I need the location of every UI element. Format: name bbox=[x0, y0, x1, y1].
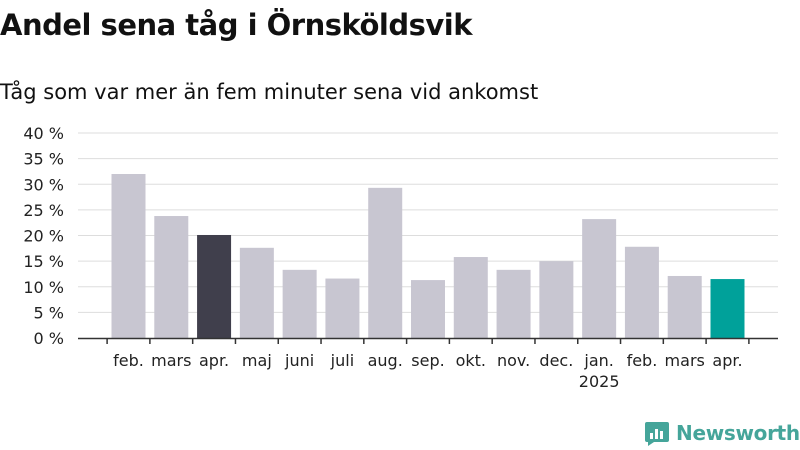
chart-title: Andel sena tåg i Örnsköldsvik bbox=[0, 8, 473, 42]
x-tick-label: juli bbox=[330, 351, 354, 370]
bar bbox=[239, 247, 274, 338]
x-tick-label: jan. bbox=[583, 351, 613, 370]
chart-subtitle: Tåg som var mer än fem minuter sena vid … bbox=[0, 80, 539, 104]
bar bbox=[667, 275, 702, 338]
bar bbox=[282, 269, 317, 338]
x-tick-label: sep. bbox=[411, 351, 444, 370]
bar bbox=[624, 246, 659, 338]
x-tick-label: mars bbox=[665, 351, 705, 370]
x-tick-label: dec. bbox=[539, 351, 573, 370]
y-tick-label: 40 % bbox=[23, 124, 64, 143]
x-tick-label: apr. bbox=[712, 351, 742, 370]
x-tick-label: juni bbox=[284, 351, 314, 370]
y-tick-label: 5 % bbox=[34, 303, 64, 322]
x-tick-label: mars bbox=[151, 351, 191, 370]
bar bbox=[496, 269, 531, 338]
x-tick-label: feb. bbox=[113, 351, 144, 370]
y-tick-label: 15 % bbox=[23, 252, 64, 271]
bar bbox=[197, 234, 232, 338]
bar bbox=[710, 279, 745, 338]
x-tick-label: apr. bbox=[199, 351, 229, 370]
bar bbox=[539, 261, 574, 338]
x-tick-label: nov. bbox=[497, 351, 530, 370]
x-year-label: 2025 bbox=[579, 372, 620, 391]
bar bbox=[325, 278, 360, 338]
y-tick-label: 25 % bbox=[23, 201, 64, 220]
bar bbox=[453, 257, 488, 338]
brand-logo: Newsworthy bbox=[644, 420, 800, 446]
bar bbox=[411, 280, 445, 338]
x-tick-label: feb. bbox=[627, 351, 658, 370]
x-tick-label: aug. bbox=[368, 351, 403, 370]
brand-name: Newsworthy bbox=[676, 421, 800, 445]
newsworthy-logo-icon bbox=[645, 422, 669, 446]
y-tick-label: 30 % bbox=[23, 175, 64, 194]
bar bbox=[154, 216, 189, 338]
y-tick-label: 10 % bbox=[23, 278, 64, 297]
bar bbox=[111, 174, 146, 338]
y-tick-label: 35 % bbox=[23, 150, 64, 169]
bar bbox=[368, 187, 403, 338]
y-tick-label: 0 % bbox=[34, 329, 64, 348]
bar bbox=[582, 219, 617, 338]
x-tick-label: okt. bbox=[456, 351, 486, 370]
y-tick-label: 20 % bbox=[23, 227, 64, 246]
bar-chart: 0 % 5 % 10 % 15 % 20 % 25 % 30 % 35 % 40 % feb. ma… bbox=[23, 124, 778, 391]
x-tick-label: maj bbox=[242, 351, 272, 370]
